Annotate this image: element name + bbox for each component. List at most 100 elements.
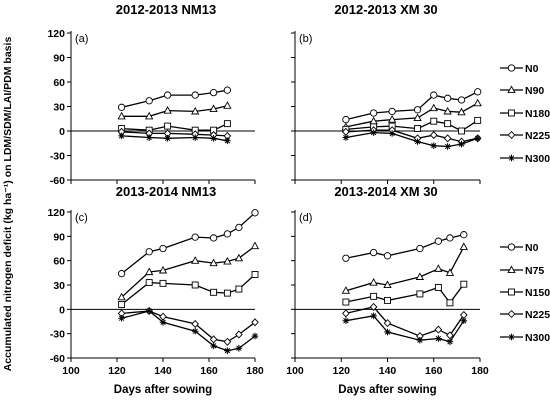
y-tick-label: 90 bbox=[53, 231, 65, 243]
legend-item: N300 bbox=[500, 153, 550, 165]
y-tick-label: 0 bbox=[59, 126, 65, 138]
x-tick-label: 120 bbox=[332, 365, 350, 377]
series-N300 bbox=[342, 129, 481, 150]
data-point bbox=[446, 234, 454, 242]
panel-title: 2012-2013 XM 30 bbox=[334, 2, 437, 17]
data-point bbox=[369, 278, 378, 286]
data-point bbox=[416, 290, 424, 298]
data-point bbox=[223, 256, 232, 265]
data-point bbox=[191, 91, 199, 99]
data-point bbox=[443, 94, 452, 102]
legend-item: N90 bbox=[500, 85, 544, 97]
data-point bbox=[369, 302, 378, 311]
x-tick-label: 160 bbox=[200, 365, 218, 377]
x-tick-label: 140 bbox=[379, 365, 397, 377]
y-tick-label: -30 bbox=[50, 329, 65, 341]
legend-label: N300 bbox=[525, 153, 550, 165]
legend-item: N225 bbox=[500, 309, 550, 321]
data-point bbox=[342, 309, 350, 318]
series-N300 bbox=[118, 132, 231, 145]
x-tick-label: 100 bbox=[286, 365, 304, 377]
series-N90 bbox=[117, 101, 232, 120]
series-N300 bbox=[342, 312, 468, 346]
data-point bbox=[430, 91, 438, 99]
x-axis-title: Days after sowing bbox=[338, 384, 436, 396]
x-tick-label: 140 bbox=[154, 365, 172, 377]
legend-marker bbox=[508, 154, 515, 162]
data-point bbox=[473, 98, 482, 107]
data-point bbox=[416, 336, 424, 344]
legend-label: N150 bbox=[525, 287, 550, 299]
data-point bbox=[235, 223, 243, 232]
panel-title: 2012-2013 NM13 bbox=[116, 2, 216, 17]
data-point bbox=[434, 283, 442, 291]
data-point bbox=[430, 117, 438, 125]
data-point bbox=[384, 328, 391, 336]
x-tick-label: 160 bbox=[425, 365, 443, 377]
data-point bbox=[223, 101, 232, 109]
series-line bbox=[121, 105, 228, 117]
legend-item: N150 bbox=[500, 287, 550, 299]
legend-marker bbox=[507, 243, 516, 251]
data-point bbox=[191, 256, 200, 264]
data-point bbox=[145, 279, 153, 287]
legend-label: N0 bbox=[525, 242, 539, 254]
data-point bbox=[429, 103, 438, 112]
data-point bbox=[446, 299, 454, 307]
series-line bbox=[121, 310, 256, 352]
legend-label: N90 bbox=[525, 85, 544, 97]
data-point bbox=[460, 280, 468, 288]
series-N75 bbox=[341, 242, 468, 294]
data-point bbox=[223, 120, 231, 128]
data-point bbox=[341, 286, 351, 294]
legend-marker bbox=[508, 109, 515, 117]
data-point bbox=[474, 135, 481, 142]
data-point bbox=[434, 264, 443, 272]
series-N180 bbox=[342, 116, 482, 135]
y-tick-label: 60 bbox=[53, 77, 65, 89]
data-point bbox=[413, 106, 422, 114]
series-N0 bbox=[117, 209, 259, 278]
series-line bbox=[345, 131, 478, 148]
data-point bbox=[250, 241, 260, 250]
data-point bbox=[370, 312, 377, 320]
series-line bbox=[345, 306, 465, 337]
y-tick-label: -60 bbox=[50, 353, 65, 365]
data-point bbox=[443, 134, 452, 143]
data-point bbox=[210, 135, 217, 142]
series-N300 bbox=[118, 307, 259, 354]
chart-panel-4: 2013-2014 XM 30 100 120 140 160 180 (d) Days af… bbox=[286, 184, 550, 396]
x-tick-label: 180 bbox=[471, 365, 489, 377]
panel-title: 2013-2014 XM 30 bbox=[334, 184, 437, 199]
legend-label: N225 bbox=[525, 309, 550, 321]
data-point bbox=[414, 138, 421, 145]
legend-marker bbox=[507, 85, 516, 94]
y-tick-label: 120 bbox=[47, 28, 65, 40]
data-point bbox=[251, 332, 259, 340]
data-point bbox=[251, 318, 259, 327]
data-point bbox=[210, 342, 217, 350]
panel-label: (c) bbox=[75, 212, 88, 224]
y-tick-label: 120 bbox=[47, 207, 65, 219]
data-point bbox=[369, 248, 378, 257]
data-point bbox=[444, 143, 451, 150]
y-tick-label: -30 bbox=[50, 151, 65, 163]
y-tick-label: 30 bbox=[53, 102, 65, 114]
data-point bbox=[235, 344, 243, 352]
data-point bbox=[145, 97, 153, 105]
data-point bbox=[342, 115, 350, 124]
series-N0 bbox=[117, 86, 232, 111]
data-point bbox=[118, 314, 125, 322]
legend-label: N180 bbox=[525, 108, 550, 120]
legend-marker bbox=[508, 288, 515, 296]
data-point bbox=[444, 120, 452, 128]
data-point bbox=[342, 134, 350, 141]
data-point bbox=[446, 338, 454, 346]
data-point bbox=[388, 107, 396, 116]
data-point bbox=[458, 140, 465, 148]
legend-marker bbox=[507, 309, 516, 319]
series-N0 bbox=[342, 88, 482, 124]
data-point bbox=[342, 298, 350, 306]
data-point bbox=[145, 248, 153, 256]
